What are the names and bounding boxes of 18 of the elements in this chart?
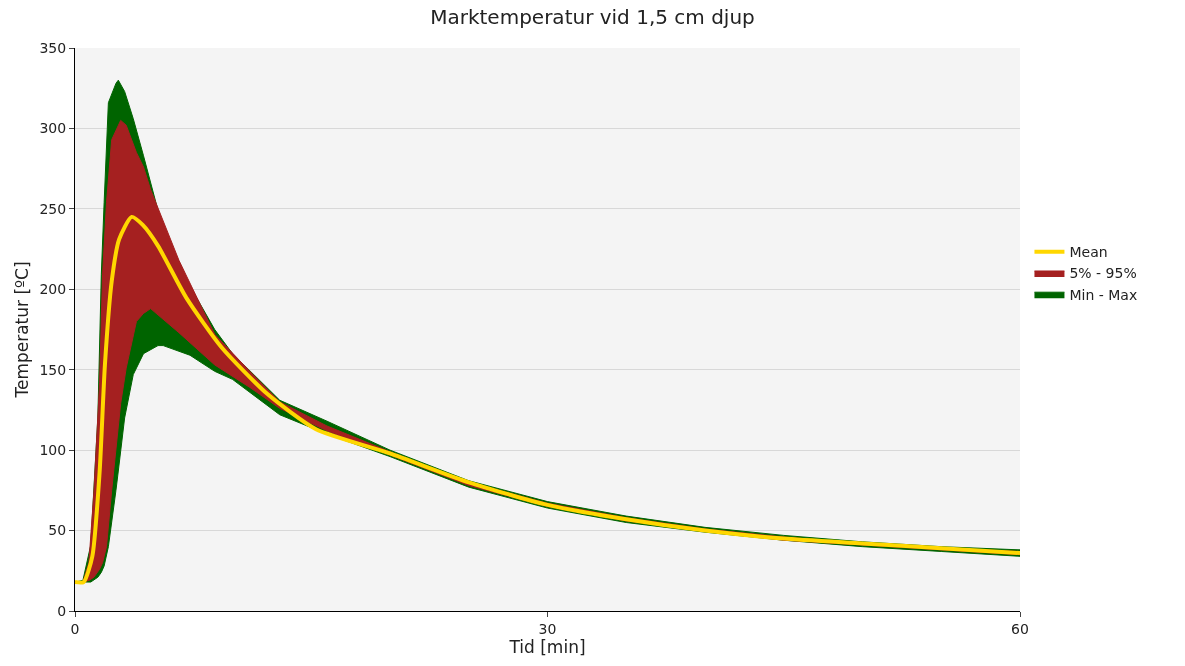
y-tick-label: 250 xyxy=(39,200,67,217)
y-tick-label: 50 xyxy=(48,522,67,539)
y-tick-label: 0 xyxy=(57,602,67,619)
line-series xyxy=(75,214,1020,585)
x-tick-label: 30 xyxy=(538,620,557,637)
y-tick-label: 100 xyxy=(39,442,67,459)
y-tick-label: 300 xyxy=(39,120,67,137)
y-tick-label: 150 xyxy=(39,361,67,378)
x-tick-label: 0 xyxy=(70,620,80,637)
y-axis-title: Temperatur [ºC] xyxy=(12,261,33,399)
y-tick-label: 350 xyxy=(39,39,67,56)
x-tick-label: 60 xyxy=(1011,620,1029,637)
y-tick-label: 200 xyxy=(39,281,67,298)
legend-label: Min - Max xyxy=(1069,286,1138,303)
legend-label: 5% - 95% xyxy=(1069,265,1137,282)
legend-label: Mean xyxy=(1069,244,1108,261)
x-axis-title: Tid [min] xyxy=(508,636,586,657)
chart-title: Marktemperatur vid 1,5 cm djup xyxy=(430,4,755,29)
